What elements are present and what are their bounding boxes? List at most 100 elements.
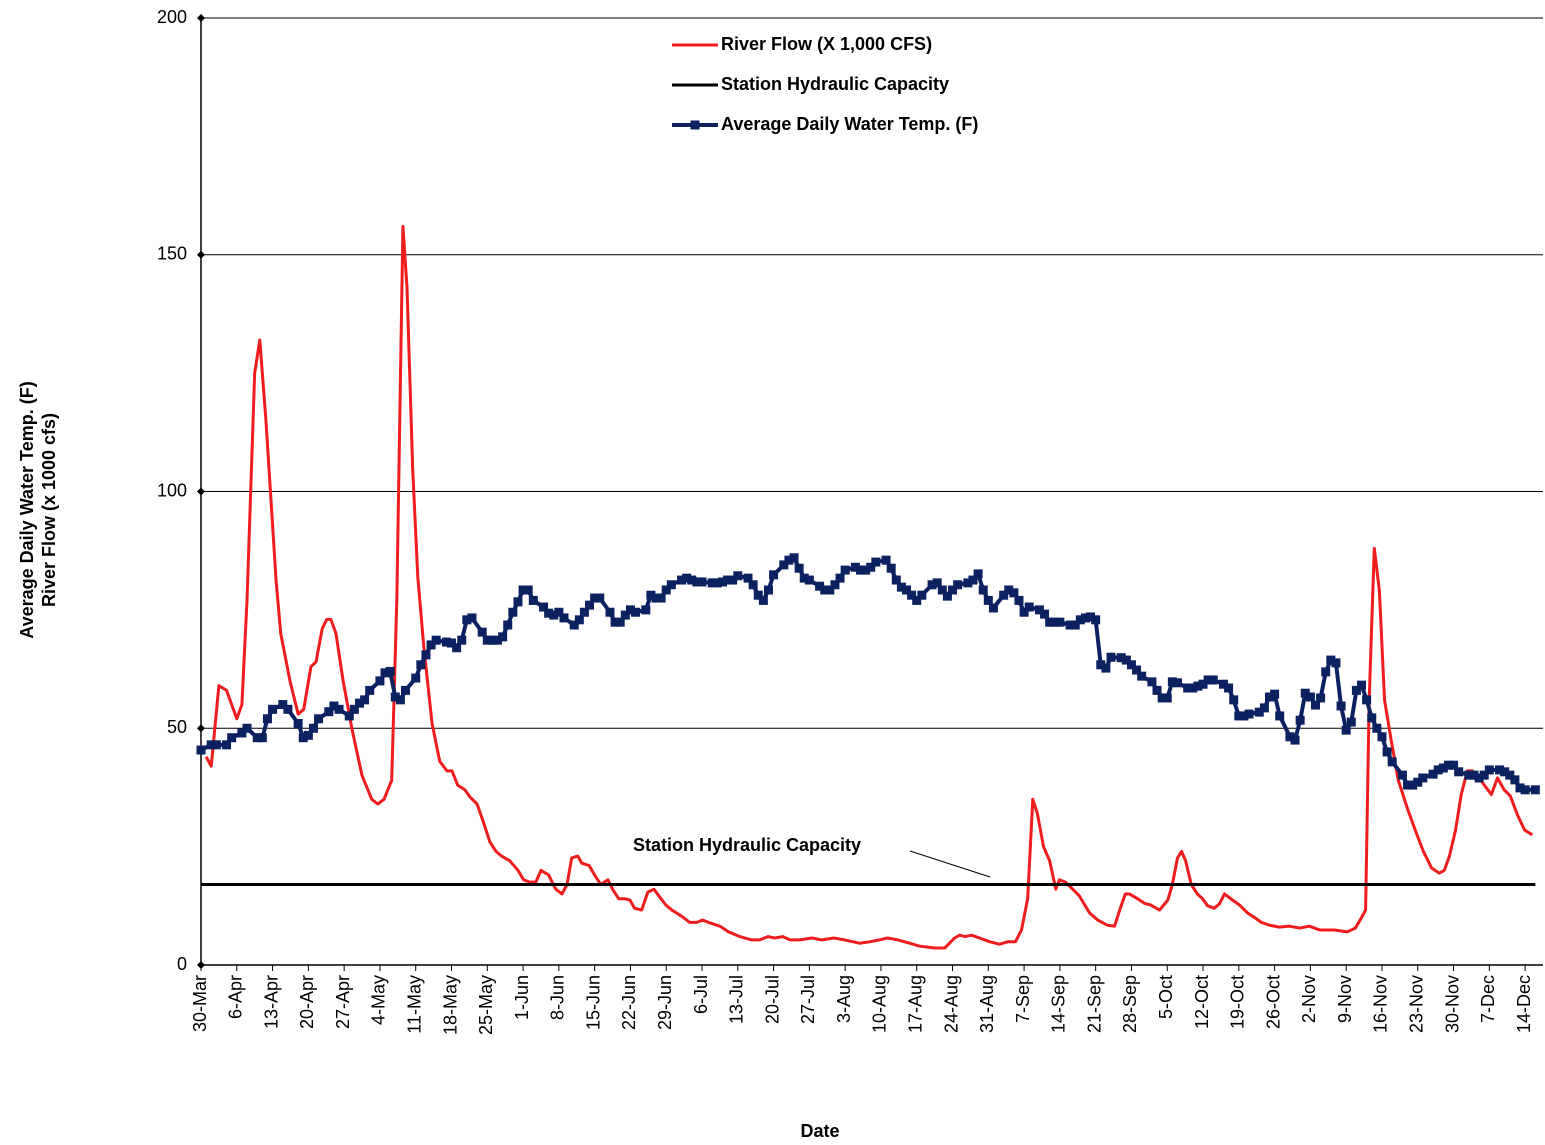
point-marker [262,714,272,724]
point-marker [365,685,375,695]
point-marker [334,704,344,714]
series-line [200,555,1536,792]
point-marker [354,698,364,708]
point-marker [508,607,518,617]
point-marker [431,635,441,645]
point-marker [360,695,370,705]
point-marker [1305,692,1315,702]
y-tick-label: 0 [177,954,187,974]
point-marker [1474,773,1484,783]
point-marker [314,714,324,724]
x-axis-title: Date [800,1121,839,1141]
point-marker [421,650,431,660]
point-marker [896,582,906,592]
point-marker [344,711,354,721]
point-marker [692,577,702,587]
x-tick-label: 30-Nov [1442,975,1462,1033]
annotation: Station Hydraulic Capacity [633,835,861,855]
point-marker [620,610,630,620]
point-marker [579,607,589,617]
x-tick-label: 2-Nov [1299,975,1319,1023]
point-marker [641,605,651,615]
point-marker [963,578,973,588]
point-marker [968,575,978,585]
point-marker [1024,602,1034,612]
point-marker [830,580,840,590]
point-marker [891,575,901,585]
x-tick-label: 19-Oct [1228,975,1248,1029]
point-marker [1086,612,1096,622]
point-marker [574,615,584,625]
point-marker [452,643,462,653]
point-marker [1137,671,1147,681]
point-marker [1019,607,1029,617]
x-tick-label: 7-Sep [1013,975,1033,1023]
point-marker [1382,747,1392,757]
point-marker [1239,711,1249,721]
point-marker [988,603,998,613]
x-tick-label: 17-Aug [905,975,925,1033]
point-marker [1449,760,1459,770]
point-marker [1264,692,1274,702]
point-marker [948,585,958,595]
point-marker [942,591,952,601]
point-marker [1443,760,1453,770]
point-marker [196,745,206,755]
x-tick-label: 1-Jun [512,975,532,1020]
point-marker [1147,677,1157,687]
point-marker [477,627,487,637]
series-line [204,224,1534,950]
point-marker [820,585,830,595]
point-marker [978,585,988,595]
point-marker [1193,681,1203,691]
point-marker [1397,770,1407,780]
point-marker [1152,685,1162,695]
point-marker [1075,615,1085,625]
x-tick-label: 14-Sep [1049,975,1069,1033]
point-marker [815,581,825,591]
point-marker [840,565,850,575]
point-marker [1479,770,1489,780]
x-tick-label: 27-Apr [333,975,353,1029]
point-marker [794,563,804,573]
point-marker [595,593,605,603]
point-marker [707,578,717,588]
point-marker [467,613,477,623]
point-marker [1433,765,1443,775]
point-marker [590,593,600,603]
x-tick-label: 22-Jun [619,975,639,1030]
x-tick-label: 18-May [440,975,460,1035]
point-marker [682,573,692,583]
point-marker [1055,617,1065,627]
point-marker [375,676,385,686]
x-tick-label: 11-May [404,975,424,1034]
point-marker [227,733,237,743]
legend-label: Station Hydraulic Capacity [721,74,949,94]
point-marker [1218,679,1228,689]
point-marker [1004,585,1014,595]
point-marker [1326,655,1336,665]
point-marker [1065,620,1075,630]
point-marker [1091,615,1101,625]
point-marker [1372,723,1382,733]
point-marker [850,562,860,572]
x-tick-label: 27-Jul [798,975,818,1024]
point-marker [825,585,835,595]
point-marker [1014,595,1024,605]
point-marker [1413,777,1423,787]
point-marker [1106,652,1116,662]
point-marker [1080,613,1090,623]
x-tick-label: 29-Jun [655,975,675,1030]
legend-label: River Flow (X 1,000 CFS) [721,34,932,54]
point-marker [242,723,252,733]
point-marker [1321,667,1331,677]
point-marker [651,593,661,603]
point-marker [1034,605,1044,615]
point-marker [1116,653,1126,663]
point-marker [252,733,262,743]
point-marker [789,553,799,563]
point-marker [717,577,727,587]
point-marker [999,590,1009,600]
point-marker [380,668,390,678]
point-marker [1203,675,1213,685]
